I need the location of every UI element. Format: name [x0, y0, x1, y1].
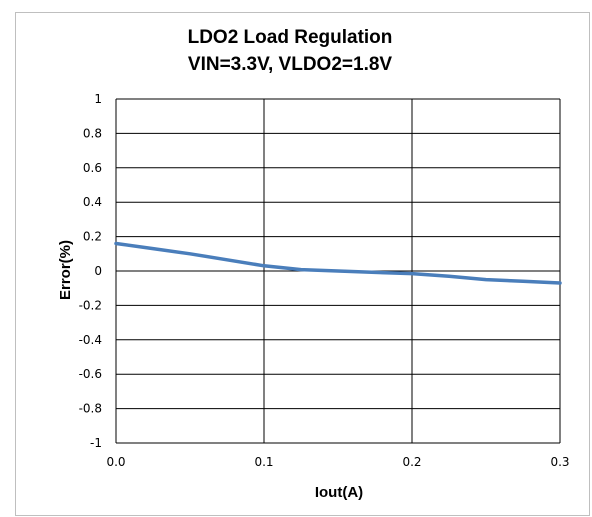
chart-subtitle: VIN=3.3V, VLDO2=1.8V — [188, 54, 393, 75]
x-tick-label: 0.2 — [402, 455, 421, 469]
series-line — [114, 241, 562, 285]
y-tick-label: 0.2 — [83, 230, 102, 244]
y-axis-label: Error(%) — [57, 240, 74, 300]
x-axis-label: Iout(A) — [315, 484, 363, 501]
chart-title: LDO2 Load Regulation — [188, 27, 393, 48]
x-tick-label: 0.3 — [550, 455, 569, 469]
y-tick-label: 0 — [94, 264, 102, 278]
y-tick-label: -1 — [90, 436, 102, 450]
y-tick-label: 1 — [94, 92, 102, 106]
y-tick-label: 0.4 — [83, 195, 102, 209]
tick-labels: 1 0.8 0.6 0.4 0.2 0 -0.2 -0.4 -0.6 -0.8 -1 0.0 0.1 0.… — [79, 92, 570, 469]
gridlines — [115, 98, 561, 444]
chart-frame — [15, 12, 590, 516]
y-tick-label: -0.2 — [79, 298, 102, 312]
x-tick-label: 0.1 — [254, 455, 273, 469]
y-tick-label: -0.8 — [79, 402, 102, 416]
y-tick-label: -0.6 — [79, 367, 102, 381]
y-tick-label: 0.6 — [83, 161, 102, 175]
y-tick-label: 0.8 — [83, 126, 102, 140]
series-layer — [114, 241, 562, 285]
x-tick-label: 0.0 — [106, 455, 125, 469]
y-tick-label: -0.4 — [79, 333, 102, 347]
